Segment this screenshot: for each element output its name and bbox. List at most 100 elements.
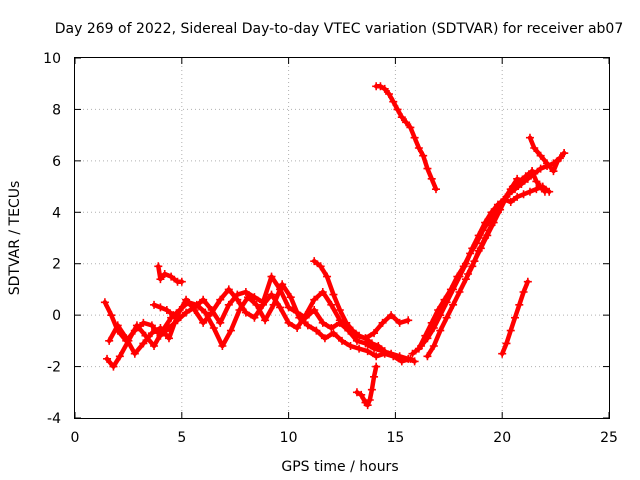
- data-point: [363, 401, 372, 410]
- data-point: [115, 352, 124, 361]
- data-point: [536, 151, 545, 160]
- axis-ticks: 0 5 10 15 20 25 -4 -2 0 2 4 6 8 10: [43, 51, 618, 446]
- data-point: [312, 326, 321, 335]
- series-sat-n: [528, 167, 549, 196]
- data-point: [182, 295, 191, 304]
- data-point: [536, 164, 545, 173]
- data-point: [323, 272, 332, 281]
- data-point: [156, 324, 165, 332]
- data-point: [519, 288, 528, 296]
- data-point: [244, 293, 253, 302]
- data-point: [310, 257, 319, 266]
- data-point: [207, 308, 216, 317]
- data-point: [489, 218, 498, 227]
- data-point: [506, 198, 515, 206]
- series-trace: [529, 168, 548, 194]
- plot-frame: [74, 57, 610, 419]
- data-point: [278, 280, 287, 289]
- data-point: [468, 244, 477, 253]
- data-point: [404, 354, 413, 363]
- series-sat-h: [372, 82, 440, 194]
- data-point: [397, 113, 406, 122]
- data-point: [372, 362, 381, 371]
- data-point: [549, 167, 558, 176]
- data-point: [267, 290, 276, 299]
- y-tick-label: 4: [52, 205, 61, 221]
- data-point: [335, 306, 344, 314]
- x-axis-label: GPS time / hours: [281, 459, 398, 475]
- data-point: [511, 313, 520, 322]
- data-point: [387, 349, 396, 358]
- data-point: [423, 352, 432, 361]
- data-point: [293, 324, 302, 332]
- data-point: [536, 182, 545, 191]
- data-point: [367, 339, 376, 348]
- data-point: [250, 313, 259, 322]
- data-point: [474, 231, 483, 240]
- data-point: [199, 318, 208, 327]
- data-point: [318, 318, 327, 327]
- data-point: [427, 174, 436, 183]
- data-point: [327, 324, 336, 332]
- data-point: [241, 288, 250, 296]
- data-point: [109, 362, 118, 371]
- data-point: [540, 187, 549, 196]
- data-point: [393, 105, 402, 114]
- data-point: [139, 339, 148, 348]
- grid-lines: [75, 58, 609, 418]
- chart-title: Day 269 of 2022, Sidereal Day-to-day VTE…: [55, 21, 624, 37]
- data-point: [374, 342, 383, 350]
- data-point: [419, 151, 428, 160]
- data-point: [483, 231, 492, 240]
- data-point: [423, 334, 432, 343]
- data-point: [150, 342, 159, 350]
- data-point: [521, 172, 530, 181]
- data-point: [160, 270, 169, 278]
- data-point: [169, 311, 178, 320]
- data-point: [261, 316, 270, 325]
- data-point: [355, 344, 364, 353]
- data-point: [162, 306, 171, 314]
- data-point: [310, 306, 319, 314]
- data-point: [361, 334, 370, 343]
- data-point: [226, 326, 235, 335]
- data-point: [310, 295, 319, 304]
- data-point: [417, 342, 426, 350]
- data-point: [515, 300, 524, 309]
- data-point: [177, 277, 186, 286]
- data-point: [216, 295, 225, 304]
- data-point: [455, 288, 464, 296]
- series-sat-m: [525, 133, 569, 176]
- data-point: [105, 336, 114, 345]
- data-point: [190, 306, 199, 314]
- data-point: [528, 167, 537, 176]
- y-tick-label: 2: [52, 257, 61, 273]
- data-point: [436, 311, 445, 320]
- data-point: [233, 295, 242, 304]
- y-tick-label: 8: [52, 102, 61, 118]
- data-point: [284, 303, 293, 312]
- data-point: [130, 349, 139, 358]
- data-point: [150, 300, 159, 309]
- series-sat-b: [103, 280, 415, 371]
- data-point: [513, 192, 522, 201]
- data-point: [209, 324, 218, 332]
- data-point: [408, 349, 417, 358]
- data-point: [431, 185, 440, 194]
- data-point: [107, 311, 116, 320]
- data-point: [357, 390, 366, 399]
- data-point: [216, 318, 225, 327]
- data-point: [372, 352, 381, 361]
- series-sat-d: [310, 257, 389, 356]
- data-point: [267, 272, 276, 281]
- data-point: [404, 316, 413, 325]
- series-trace: [151, 302, 176, 318]
- data-point: [224, 285, 233, 294]
- data-point: [370, 372, 379, 381]
- data-point: [525, 187, 534, 196]
- data-point: [410, 357, 419, 366]
- data-point: [530, 144, 539, 152]
- data-point: [122, 334, 131, 343]
